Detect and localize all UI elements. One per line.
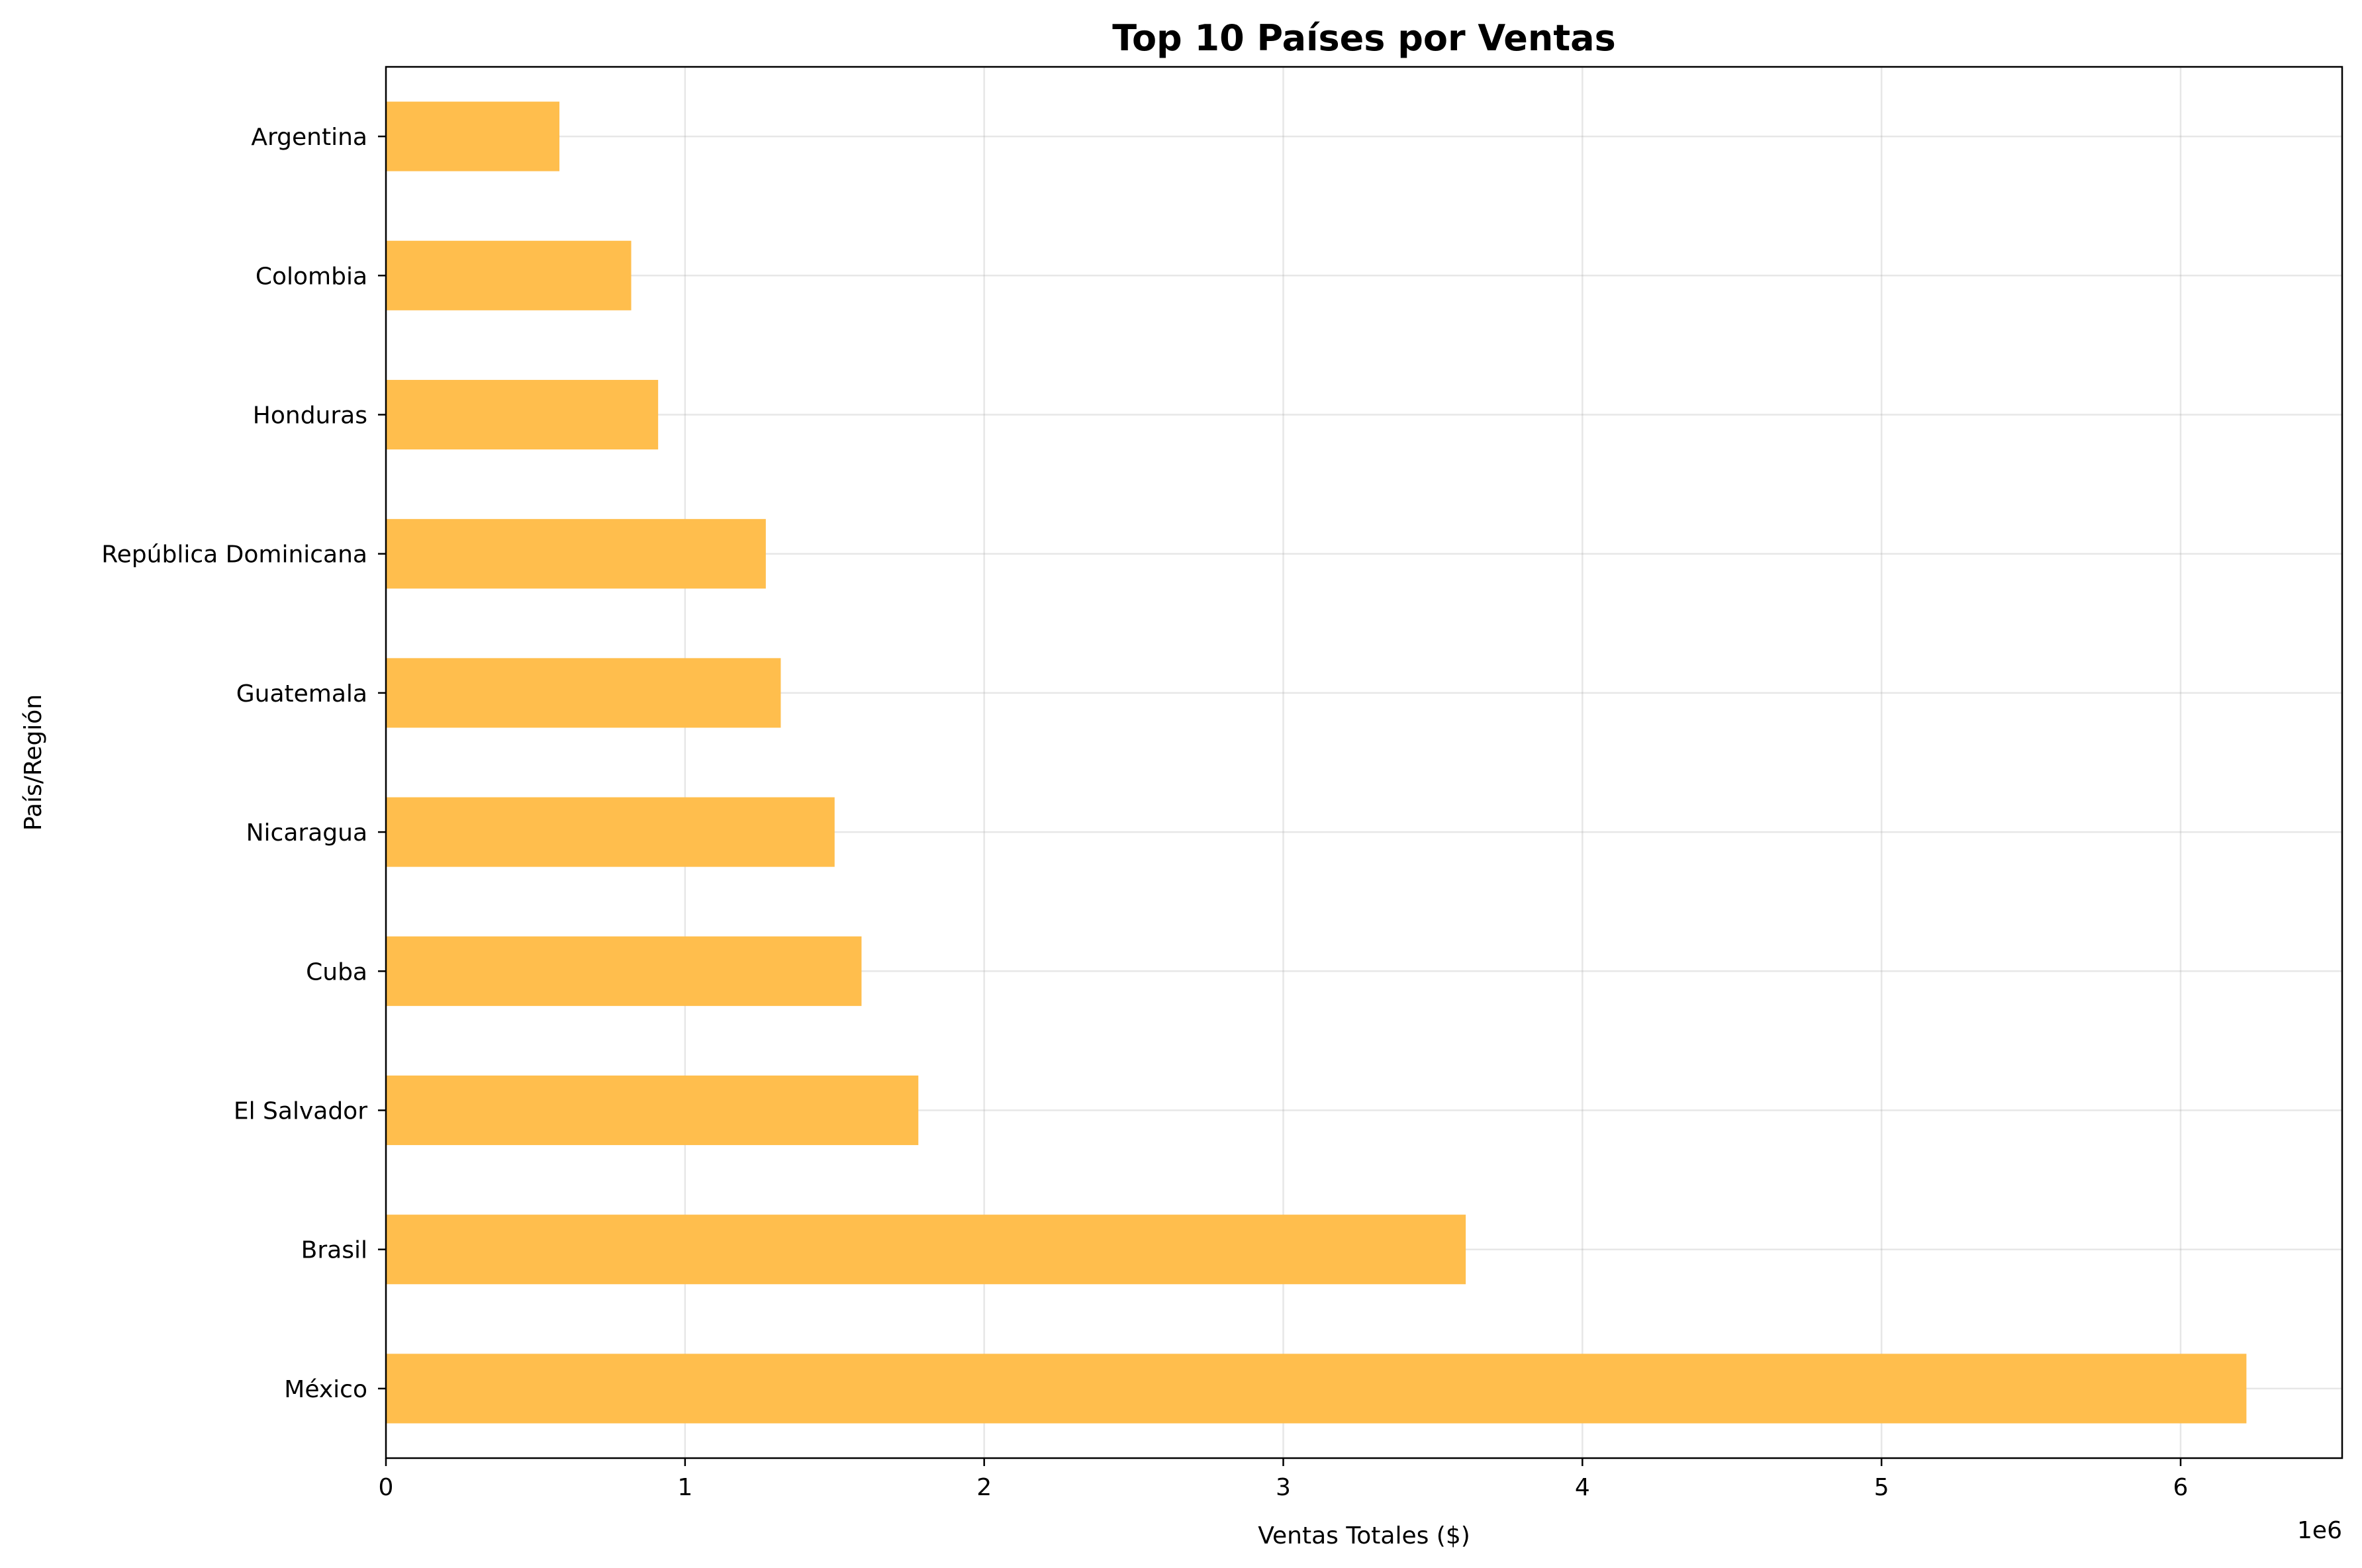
y-tick-label: Brasil [301, 1237, 367, 1264]
x-axis-offset-text: 1e6 [2297, 1517, 2342, 1544]
x-tick-label: 1 [677, 1474, 692, 1501]
y-tick-label: México [284, 1376, 367, 1403]
y-axis-label: País/Región [20, 694, 47, 831]
x-tick-label: 5 [1874, 1474, 1889, 1501]
y-tick-label: Guatemala [236, 680, 367, 708]
bar-colombia [386, 240, 632, 310]
plot-frame [385, 66, 2343, 1459]
bar-méxico [386, 1354, 2247, 1424]
y-tick-label: Cuba [306, 958, 367, 986]
chart-title: Top 10 Países por Ventas [1112, 17, 1615, 59]
x-tick-label: 6 [2173, 1474, 2189, 1501]
y-tick-label: El Salvador [234, 1098, 367, 1125]
bar-brasil [386, 1215, 1466, 1285]
y-tick-label: República Dominicana [101, 541, 367, 569]
x-tick-label: 0 [379, 1474, 394, 1501]
y-tick-label: Argentina [251, 124, 367, 151]
x-tick-label: 4 [1575, 1474, 1590, 1501]
x-tick-label: 3 [1276, 1474, 1291, 1501]
y-tick-label: Nicaragua [246, 819, 367, 847]
y-tick-label: Honduras [253, 402, 367, 430]
x-axis-ticks: 0 1 2 3 4 5 6 [379, 1458, 2189, 1501]
y-axis-ticks: México Brasil El Salvador Cuba Nicaragua Guat… [101, 124, 386, 1403]
y-tick-label: Colombia [256, 263, 367, 290]
bars [386, 101, 2247, 1424]
x-axis-label: Ventas Totales ($) [1258, 1522, 1470, 1549]
bar-cuba [386, 936, 862, 1006]
bar-argentina [386, 101, 560, 171]
bar-guatemala [386, 658, 781, 728]
bar-nicaragua [386, 797, 835, 867]
bar-república-dominicana [386, 519, 766, 589]
bar-honduras [386, 379, 659, 450]
bar-el-salvador [386, 1075, 919, 1146]
x-tick-label: 2 [976, 1474, 992, 1501]
